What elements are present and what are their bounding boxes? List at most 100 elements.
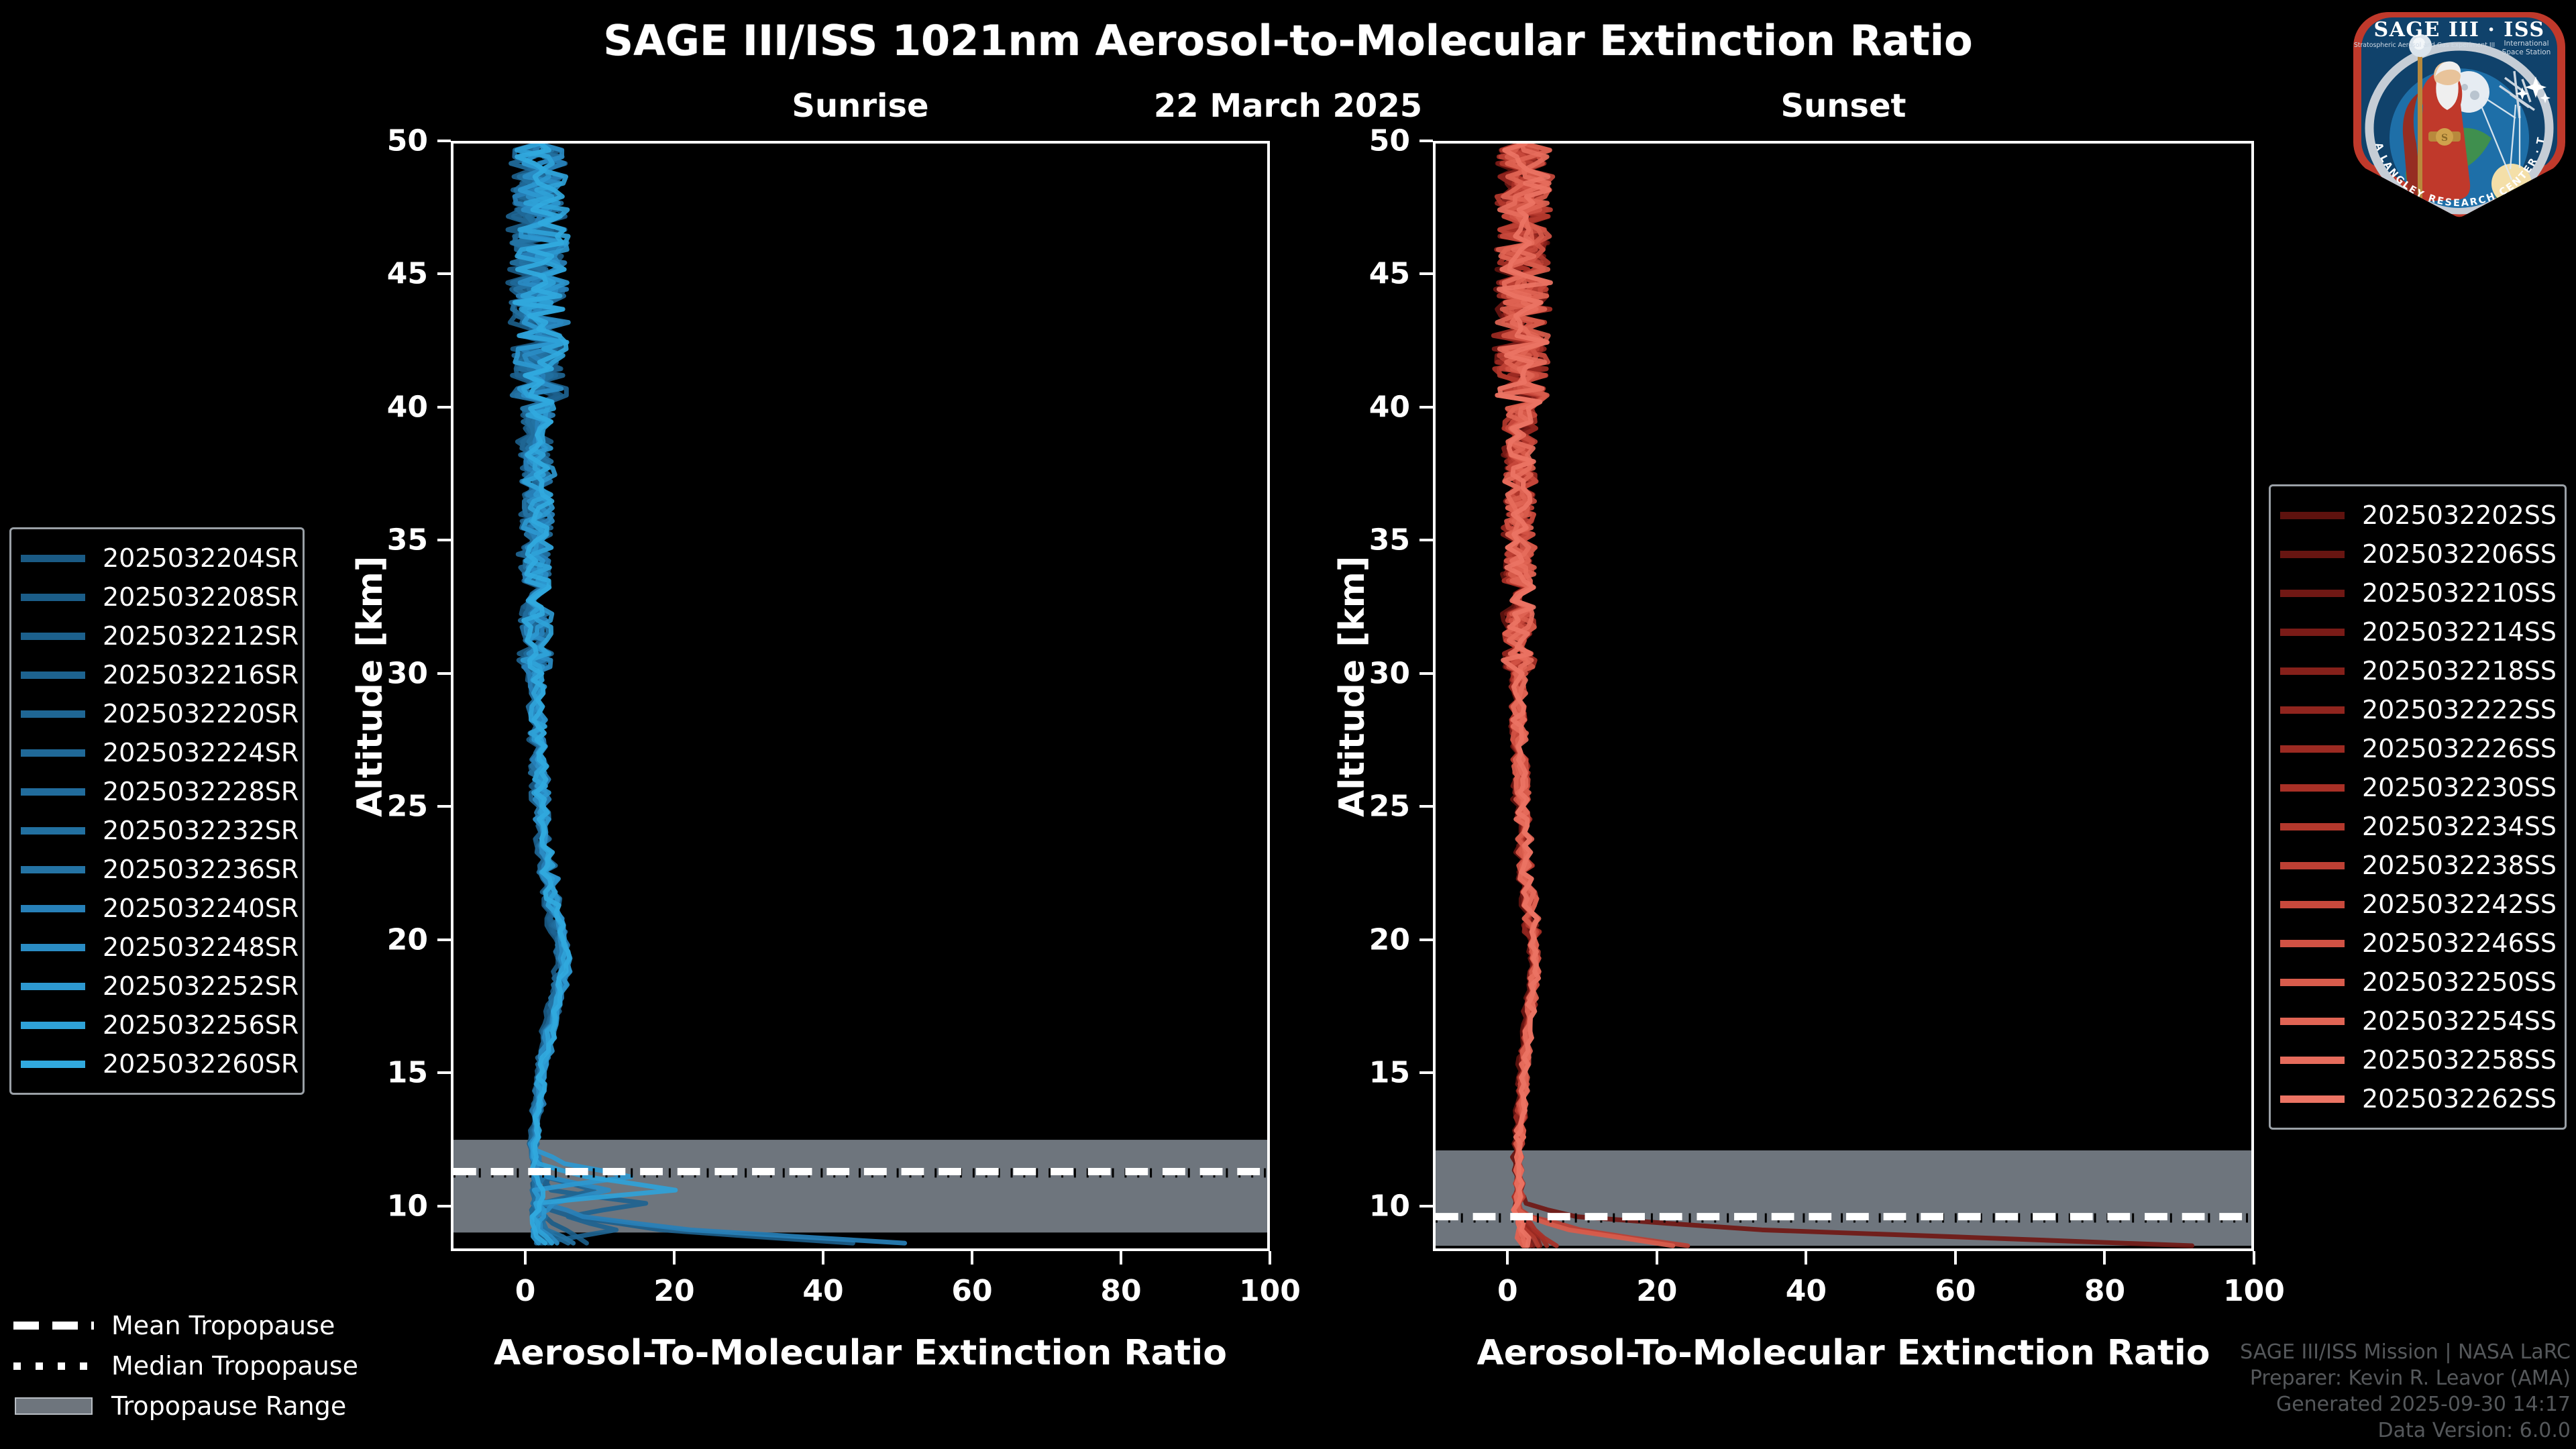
legend-item[interactable]: 2025032224SR <box>21 733 299 772</box>
legend-item[interactable]: 2025032238SS <box>2280 846 2557 885</box>
x-tick-label: 100 <box>2223 1274 2285 1308</box>
sunset-plot-area <box>1436 144 2251 1248</box>
legend-color-swatch <box>2280 822 2345 830</box>
legend-item[interactable]: 2025032236SR <box>21 850 299 889</box>
tropopause-legend-label: Tropopause Range <box>111 1391 347 1421</box>
legend-item-label: 2025032238SS <box>2362 851 2557 880</box>
legend-color-swatch <box>2280 589 2345 597</box>
legend-item-label: 2025032210SS <box>2362 578 2557 608</box>
legend-item[interactable]: 2025032220SR <box>21 694 299 733</box>
legend-color-swatch <box>21 671 85 679</box>
legend-item[interactable]: 2025032256SR <box>21 1006 299 1044</box>
legend-item-label: 2025032208SR <box>103 582 299 612</box>
legend-color-swatch <box>21 826 85 835</box>
legend-item[interactable]: 2025032216SR <box>21 655 299 694</box>
legend-item[interactable]: 2025032234SS <box>2280 807 2557 846</box>
legend-item[interactable]: 2025032254SS <box>2280 1002 2557 1040</box>
legend-item-label: 2025032206SS <box>2362 539 2557 569</box>
x-tick-label: 40 <box>1785 1274 1827 1308</box>
legend-item[interactable]: 2025032240SR <box>21 889 299 928</box>
figure-title: SAGE III/ISS 1021nm Aerosol-to-Molecular… <box>603 16 1973 65</box>
legend-item-label: 2025032228SR <box>103 777 299 806</box>
legend-item[interactable]: 2025032230SS <box>2280 768 2557 807</box>
legend-color-swatch <box>21 554 85 562</box>
legend-item[interactable]: 2025032222SS <box>2280 690 2557 729</box>
legend-item[interactable]: 2025032262SS <box>2280 1079 2557 1118</box>
y-tickmark <box>437 805 451 808</box>
legend-item[interactable]: 2025032208SR <box>21 578 299 616</box>
sunrise-plot-svg <box>453 144 1267 1246</box>
sunset-legend[interactable]: 2025032202SS 2025032206SS 2025032210SS 2025… <box>2269 484 2567 1130</box>
sage-iii-iss-logo: S SAGE III · ISS Stratospheric Aerosol a… <box>2342 0 2572 220</box>
legend-item-label: 2025032256SR <box>103 1010 299 1040</box>
legend-color-swatch <box>2280 900 2345 908</box>
x-tickmark <box>2253 1251 2255 1265</box>
x-tickmark <box>1953 1251 1957 1265</box>
legend-item[interactable]: 2025032226SS <box>2280 729 2557 768</box>
legend-item-label: 2025032260SR <box>103 1049 299 1079</box>
legend-item-label: 2025032220SR <box>103 699 299 729</box>
legend-item[interactable]: 2025032258SS <box>2280 1040 2557 1079</box>
legend-color-swatch <box>2280 628 2345 636</box>
legend-color-swatch <box>2280 1017 2345 1025</box>
legend-item[interactable]: 2025032218SS <box>2280 651 2557 690</box>
legend-item[interactable]: 2025032260SR <box>21 1044 299 1083</box>
logo-subtitle-right-2: Space Station <box>2502 48 2551 56</box>
sunset-panel-title: Sunset <box>1780 87 1907 125</box>
sunrise-legend[interactable]: 2025032204SR 2025032208SR 2025032212SR 2025… <box>9 527 305 1095</box>
x-tick-label: 20 <box>653 1274 695 1308</box>
x-tick-label: 80 <box>2084 1274 2126 1308</box>
y-tickmark <box>437 938 451 941</box>
y-tickmark <box>1419 272 1433 276</box>
tropopause-legend-item: Tropopause Range <box>13 1386 362 1426</box>
legend-item-label: 2025032250SS <box>2362 967 2557 997</box>
legend-item-label: 2025032252SR <box>103 971 299 1001</box>
legend-color-swatch <box>21 710 85 718</box>
legend-item[interactable]: 2025032210SS <box>2280 574 2557 612</box>
legend-item[interactable]: 2025032242SS <box>2280 885 2557 924</box>
y-tickmark <box>437 1071 451 1075</box>
y-tickmark <box>1419 938 1433 941</box>
legend-color-swatch <box>2280 978 2345 986</box>
legend-item-label: 2025032234SS <box>2362 812 2557 841</box>
tropopause-line-swatch <box>13 1362 94 1370</box>
legend-item[interactable]: 2025032214SS <box>2280 612 2557 651</box>
profile-line <box>1493 144 2195 1248</box>
legend-item[interactable]: 2025032232SR <box>21 811 299 850</box>
legend-item[interactable]: 2025032246SS <box>2280 924 2557 963</box>
left-xaxis-label: Aerosol-To-Molecular Extinction Ratio <box>494 1333 1227 1373</box>
x-tick-label: 40 <box>802 1274 844 1308</box>
legend-item-label: 2025032218SS <box>2362 656 2557 686</box>
legend-color-swatch <box>21 593 85 601</box>
legend-color-swatch <box>21 865 85 873</box>
legend-item-label: 2025032214SS <box>2362 617 2557 647</box>
legend-item[interactable]: 2025032206SS <box>2280 535 2557 574</box>
legend-item-label: 2025032248SR <box>103 932 299 962</box>
credits-line: Data Version: 6.0.0 <box>2377 1419 2571 1442</box>
legend-item[interactable]: 2025032248SR <box>21 928 299 967</box>
y-tickmark <box>437 672 451 675</box>
y-tickmark <box>1419 140 1433 142</box>
legend-item-label: 2025032236SR <box>103 855 299 884</box>
y-tickmark <box>437 140 451 142</box>
y-tick-label: 10 <box>1368 1189 1410 1224</box>
x-tick-label: 0 <box>1497 1274 1518 1308</box>
logo-title: SAGE III · ISS <box>2373 18 2544 42</box>
y-tickmark <box>1419 805 1433 808</box>
legend-item[interactable]: 2025032250SS <box>2280 963 2557 1002</box>
credits-block: SAGE III/ISS Mission | NASA LaRC Preparer… <box>2240 1339 2571 1444</box>
legend-item[interactable]: 2025032252SR <box>21 967 299 1006</box>
legend-color-swatch <box>21 982 85 990</box>
credits-line: SAGE III/ISS Mission | NASA LaRC <box>2240 1340 2571 1364</box>
x-tickmark <box>822 1251 824 1265</box>
legend-item[interactable]: 2025032204SR <box>21 539 299 578</box>
y-tick-label: 10 <box>386 1189 428 1224</box>
legend-item[interactable]: 2025032212SR <box>21 616 299 655</box>
y-tick-label: 35 <box>386 523 428 557</box>
legend-color-swatch <box>2280 784 2345 792</box>
tropopause-legend-key <box>13 1314 94 1337</box>
legend-item[interactable]: 2025032202SS <box>2280 496 2557 535</box>
legend-item[interactable]: 2025032228SR <box>21 772 299 811</box>
credits-line: Preparer: Kevin R. Leavor (AMA) <box>2249 1366 2571 1390</box>
